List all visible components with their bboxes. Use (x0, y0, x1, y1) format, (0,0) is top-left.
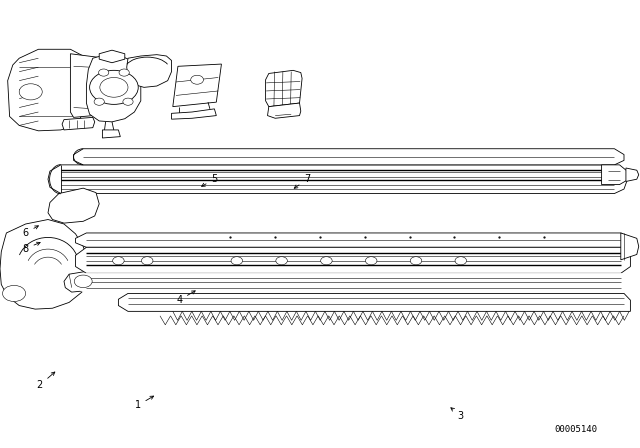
Circle shape (410, 257, 422, 265)
Polygon shape (76, 247, 630, 273)
Polygon shape (266, 70, 302, 107)
Text: 8: 8 (22, 242, 40, 254)
Text: 7: 7 (294, 174, 310, 188)
Polygon shape (70, 54, 112, 117)
Polygon shape (118, 293, 630, 311)
Polygon shape (127, 55, 172, 87)
Circle shape (119, 69, 129, 76)
Polygon shape (602, 165, 627, 185)
Circle shape (455, 257, 467, 265)
Polygon shape (64, 271, 101, 292)
Circle shape (231, 257, 243, 265)
Text: 00005140: 00005140 (554, 425, 598, 434)
Polygon shape (102, 130, 120, 138)
Polygon shape (173, 64, 221, 107)
Circle shape (113, 257, 124, 265)
Polygon shape (48, 188, 99, 223)
Polygon shape (8, 49, 86, 131)
Polygon shape (74, 149, 624, 165)
Polygon shape (621, 233, 639, 260)
Polygon shape (268, 103, 301, 118)
Polygon shape (172, 109, 216, 119)
Polygon shape (62, 117, 95, 130)
Polygon shape (48, 165, 627, 194)
Circle shape (123, 98, 133, 105)
Polygon shape (86, 55, 141, 122)
Text: 5: 5 (202, 174, 218, 186)
Circle shape (100, 78, 128, 97)
Circle shape (191, 75, 204, 84)
Circle shape (321, 257, 332, 265)
Circle shape (90, 70, 138, 104)
Polygon shape (0, 220, 88, 309)
Circle shape (3, 285, 26, 302)
Text: 1: 1 (134, 396, 154, 410)
Text: 4: 4 (176, 291, 195, 305)
Text: 2: 2 (36, 372, 55, 390)
Circle shape (365, 257, 377, 265)
Circle shape (99, 69, 109, 76)
Circle shape (276, 257, 287, 265)
Circle shape (74, 275, 92, 288)
Polygon shape (99, 50, 125, 63)
Polygon shape (76, 233, 630, 247)
Text: 6: 6 (22, 226, 38, 238)
Polygon shape (76, 273, 630, 293)
Circle shape (94, 98, 104, 105)
Circle shape (141, 257, 153, 265)
Circle shape (19, 84, 42, 100)
Text: 3: 3 (451, 408, 464, 421)
Polygon shape (626, 168, 639, 181)
